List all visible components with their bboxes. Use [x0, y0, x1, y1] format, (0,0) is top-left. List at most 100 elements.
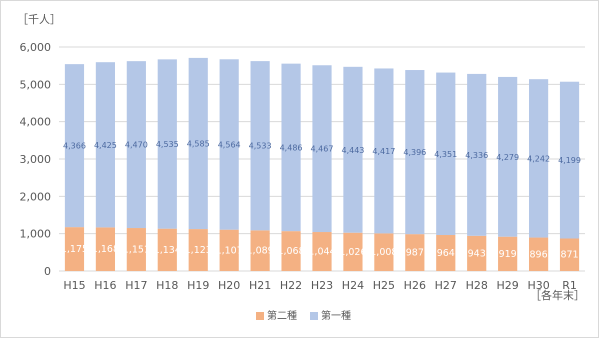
- data-label-second-class: 964: [437, 248, 455, 259]
- data-label-second-class: 1,107: [216, 245, 243, 256]
- legend-swatch-first-class: [310, 312, 318, 320]
- data-label-first-class: 4,486: [280, 143, 303, 152]
- y-tick-label: 3,000: [20, 153, 52, 166]
- bar-segment-second-class: [219, 229, 239, 271]
- data-label-first-class: 4,396: [403, 148, 426, 157]
- bar-segment-first-class: [498, 76, 518, 237]
- legend: 第二種 第一種: [256, 309, 351, 322]
- data-label-first-class: 4,443: [341, 146, 364, 155]
- bar-segment-first-class: [312, 65, 332, 233]
- data-label-second-class: 1,134: [154, 245, 181, 256]
- bar-segment-first-class: [528, 79, 549, 238]
- bar-segment-first-class: [126, 61, 146, 229]
- y-unit-label: ［千人］: [17, 13, 61, 26]
- y-tick-label: 2,000: [20, 190, 52, 203]
- x-tick-label: H22: [280, 279, 302, 292]
- data-label-second-class: 1,026: [339, 247, 366, 258]
- data-label-first-class: 4,535: [156, 140, 179, 149]
- bar-segment-second-class: [281, 231, 301, 271]
- data-label-second-class: 1,123: [185, 245, 212, 256]
- bar-segment-first-class: [157, 59, 177, 229]
- bar-segment-second-class: [436, 235, 456, 271]
- data-label-second-class: 987: [406, 248, 424, 259]
- y-tick-label: 4,000: [20, 116, 52, 129]
- data-label-second-class: 871: [560, 250, 578, 261]
- x-tick-label: H26: [404, 279, 426, 292]
- x-axis: H15 H16 H17 H18 H19 H20 H21 H22 H23 H24 H25 H26 H27 H…: [63, 279, 577, 292]
- bar-segment-first-class: [436, 72, 456, 236]
- bar-segment-second-class: [64, 227, 85, 271]
- y-tick-label: 6,000: [20, 41, 52, 54]
- bar-segment-first-class: [188, 57, 208, 230]
- bar-segment-first-class: [405, 70, 425, 235]
- data-label-first-class: 4,366: [63, 142, 86, 151]
- data-label-first-class: 4,533: [249, 142, 272, 151]
- x-tick-label: R1: [562, 279, 577, 292]
- data-label-first-class: 4,467: [311, 145, 334, 154]
- bar-segment-second-class: [374, 233, 394, 271]
- x-tick-label: H25: [373, 279, 395, 292]
- data-label-first-class: 4,470: [125, 141, 148, 150]
- data-label-second-class: 1,151: [123, 245, 150, 256]
- legend-label-second-class: 第二種: [267, 309, 297, 322]
- data-label-first-class: 4,279: [496, 153, 519, 162]
- x-axis-note: ［各年末］: [530, 288, 585, 302]
- legend-label-first-class: 第一種: [321, 309, 351, 322]
- data-label-second-class: 1,089: [247, 246, 274, 257]
- data-label-second-class: 1,175: [61, 244, 88, 255]
- bar-segment-first-class: [343, 66, 363, 233]
- data-label-first-class: 4,199: [558, 156, 581, 165]
- bar-segment-second-class: [157, 228, 177, 271]
- bar-segment-second-class: [126, 228, 146, 271]
- y-tick-label: 1,000: [20, 228, 52, 241]
- data-label-second-class: 1,068: [277, 246, 304, 257]
- bar-segment-first-class: [559, 81, 580, 239]
- data-label-second-class: 896: [530, 249, 548, 260]
- y-axis: 0 1,000 2,000 3,000 4,000 5,000 6,000: [20, 41, 52, 278]
- data-label-first-class: 4,564: [218, 140, 241, 149]
- bar-segment-second-class: [467, 235, 487, 271]
- x-tick-label: H15: [63, 279, 85, 292]
- bar-segment-first-class: [250, 61, 270, 231]
- data-label-first-class: 4,351: [434, 150, 457, 159]
- data-label-first-class: 4,417: [372, 147, 395, 156]
- x-tick-label: H19: [187, 279, 209, 292]
- x-tick-label: H21: [249, 279, 271, 292]
- bar-segment-second-class: [188, 229, 208, 271]
- x-tick-label: H16: [94, 279, 116, 292]
- bar-segment-first-class: [219, 59, 239, 230]
- x-tick-label: H28: [466, 279, 488, 292]
- bar-segment-second-class: [528, 237, 549, 271]
- data-label-first-class: 4,242: [527, 154, 550, 163]
- bar-segment-second-class: [95, 227, 116, 271]
- x-tick-label: H17: [125, 279, 147, 292]
- x-tick-label: H20: [218, 279, 240, 292]
- data-label-second-class: 919: [499, 249, 517, 260]
- bar-segment-second-class: [498, 236, 518, 271]
- bar-segment-first-class: [64, 64, 85, 228]
- x-tick-label: H30: [527, 279, 549, 292]
- bar-segment-first-class: [467, 73, 487, 236]
- data-label-first-class: 4,336: [465, 151, 488, 160]
- x-tick-label: H23: [311, 279, 333, 292]
- data-label-first-class: 4,585: [187, 139, 210, 148]
- x-tick-label: H24: [342, 279, 364, 292]
- bar-segment-second-class: [405, 234, 425, 271]
- x-tick-label: H29: [497, 279, 519, 292]
- bar-segment-second-class: [312, 232, 332, 271]
- legend-swatch-second-class: [256, 312, 264, 320]
- bar-segment-first-class: [281, 63, 301, 232]
- data-label-second-class: 943: [468, 248, 486, 259]
- data-label-second-class: 1,168: [92, 244, 119, 255]
- bar-segment-second-class: [343, 232, 363, 271]
- bar-segment-second-class: [559, 238, 580, 271]
- x-tick-label: H18: [156, 279, 178, 292]
- bars: 1,175 4,366 1,168 4,425 1,151 4,470 1,134 4,535…: [61, 57, 581, 271]
- data-label-first-class: 4,425: [94, 141, 117, 150]
- y-tick-label: 5,000: [20, 78, 52, 91]
- y-tick-label: 0: [44, 265, 51, 278]
- data-label-second-class: 1,044: [308, 247, 335, 258]
- x-tick-label: H27: [435, 279, 457, 292]
